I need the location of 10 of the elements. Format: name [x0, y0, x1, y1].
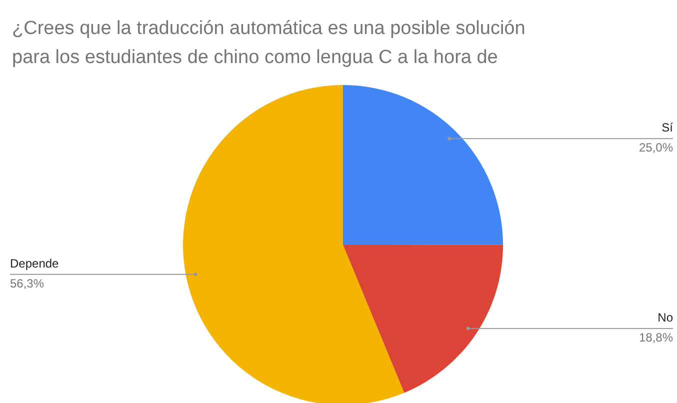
pie-slice [343, 244, 503, 393]
slice-label: Sí [662, 120, 674, 135]
slice-label: No [658, 310, 674, 324]
pie-slice [343, 85, 503, 245]
data-label: 18,8% [638, 330, 674, 344]
pie-slice [183, 85, 404, 403]
data-label: 56,3% [10, 276, 44, 290]
slice-label: Depende [10, 256, 60, 270]
chart-title: ¿Crees que la traducción automática es una posible solución para los estudiantes de chino como lengua C a la hora de [12, 18, 526, 68]
data-label: 25,0% [638, 140, 674, 155]
